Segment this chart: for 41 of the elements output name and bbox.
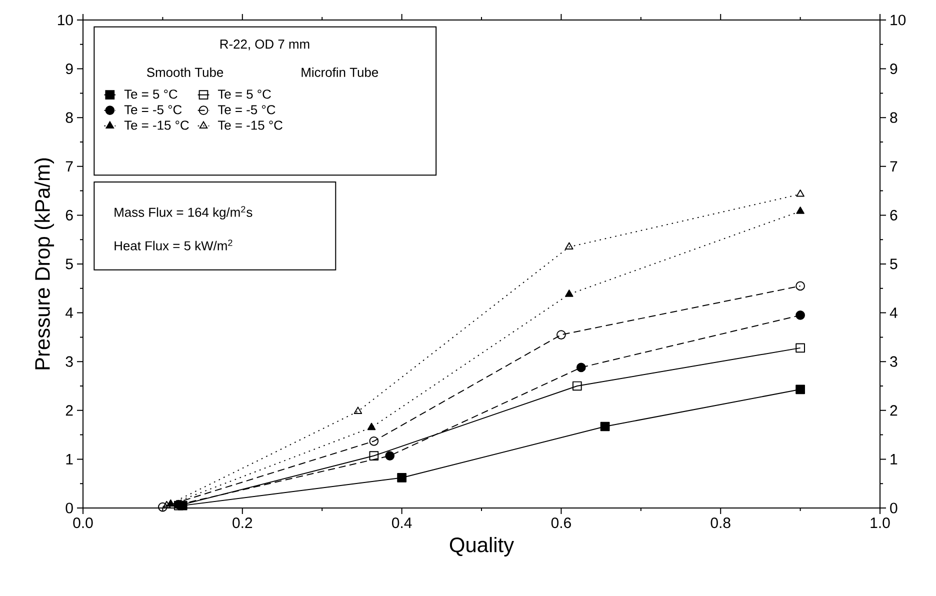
y-tick-label: 4 xyxy=(66,308,74,318)
legend-label: Te = -5 °C xyxy=(218,105,276,114)
annotation: Smooth Tube xyxy=(146,67,224,77)
legend-label: Te = 5 °C xyxy=(218,90,271,99)
y-axis-title: Pressure Drop (kPa/m) xyxy=(34,158,54,370)
y2-tick-label: 4 xyxy=(890,308,898,318)
x-tick-label: 0.0 xyxy=(73,518,93,528)
y-tick-label: 6 xyxy=(66,210,73,220)
legend-label: Te = -5 °C xyxy=(124,105,182,114)
y-tick-label: 8 xyxy=(66,112,73,123)
x-axis-title: Quality xyxy=(450,536,514,556)
y-tick-label: 3 xyxy=(66,356,73,367)
legend-label: Te = -15 °C xyxy=(124,120,189,130)
y-tick-label: 1 xyxy=(66,454,73,464)
y2-tick-label: 9 xyxy=(890,64,898,74)
annotation: Heat Flux = 5 kW/m$^{2}$ xyxy=(114,240,232,250)
legend-label: Te = -15 °C xyxy=(218,120,282,130)
y2-tick-label: 8 xyxy=(890,112,898,123)
y2-tick-label: 0 xyxy=(890,502,898,514)
y2-tick-label: 7 xyxy=(890,161,898,172)
x-tick-label: 1.0 xyxy=(870,518,890,528)
x-tick-label: 0.6 xyxy=(551,518,571,528)
x-tick-label: 0.4 xyxy=(392,518,412,528)
y-tick-label: 9 xyxy=(66,64,73,74)
y2-tick-label: 1 xyxy=(890,454,898,464)
y2-tick-label: 5 xyxy=(890,258,898,270)
y-tick-label: 7 xyxy=(66,161,73,172)
y-tick-label: 0 xyxy=(66,502,73,514)
y2-tick-label: 10 xyxy=(890,14,906,26)
legend-title: R-22, OD 7 mm xyxy=(220,40,310,50)
annotation: Microfin Tube xyxy=(302,67,378,77)
y2-tick-label: 2 xyxy=(890,405,898,416)
y2-tick-label: 3 xyxy=(890,356,898,367)
legend-label: Te = 5 °C xyxy=(124,90,178,99)
y2-tick-label: 6 xyxy=(890,210,898,220)
annotation: Mass Flux = 164 kg/m$^{2}$s xyxy=(114,206,252,220)
y-tick-label: 5 xyxy=(66,258,73,270)
y-tick-label: 2 xyxy=(66,405,73,416)
x-tick-label: 0.8 xyxy=(710,518,730,528)
x-tick-label: 0.2 xyxy=(232,518,252,528)
y-tick-label: 10 xyxy=(58,14,73,26)
